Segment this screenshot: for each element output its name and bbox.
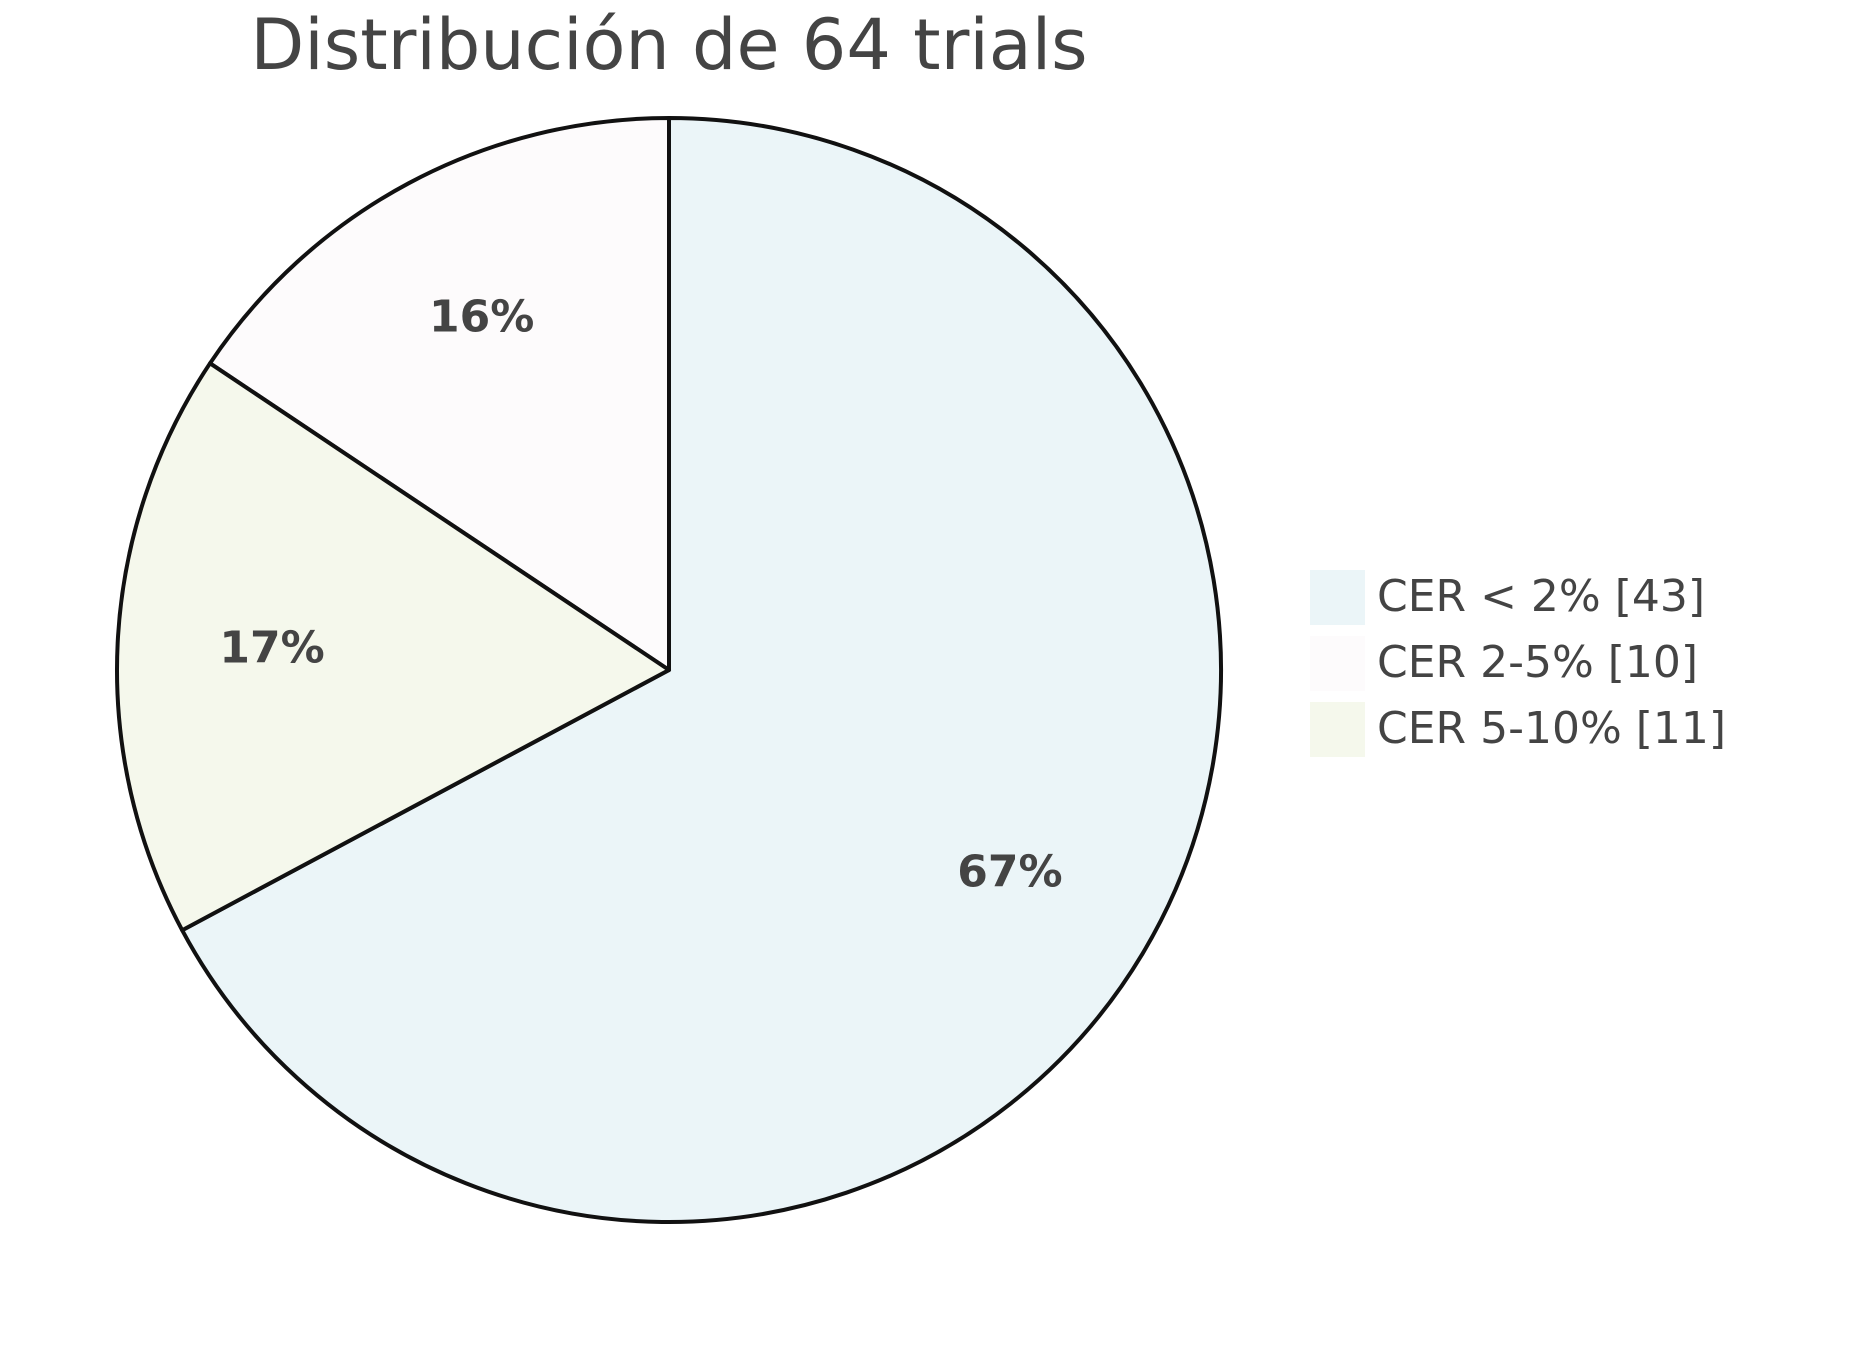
legend-swatch	[1310, 636, 1365, 691]
slice-label: 67%	[957, 846, 1062, 897]
slice-label: 16%	[429, 291, 534, 342]
pie-slice	[208, 116, 671, 672]
chart-title: Distribución de 64 trials	[250, 4, 1087, 86]
legend-swatch	[1310, 702, 1365, 757]
legend-label: CER < 2% [43]	[1377, 571, 1705, 622]
pie-slice	[115, 361, 671, 933]
slice-label: 17%	[219, 622, 324, 673]
legend-label: CER 5-10% [11]	[1377, 703, 1726, 754]
legend-label: CER 2-5% [10]	[1377, 637, 1698, 688]
legend-swatch	[1310, 570, 1365, 625]
pie-slice	[180, 116, 1223, 1224]
